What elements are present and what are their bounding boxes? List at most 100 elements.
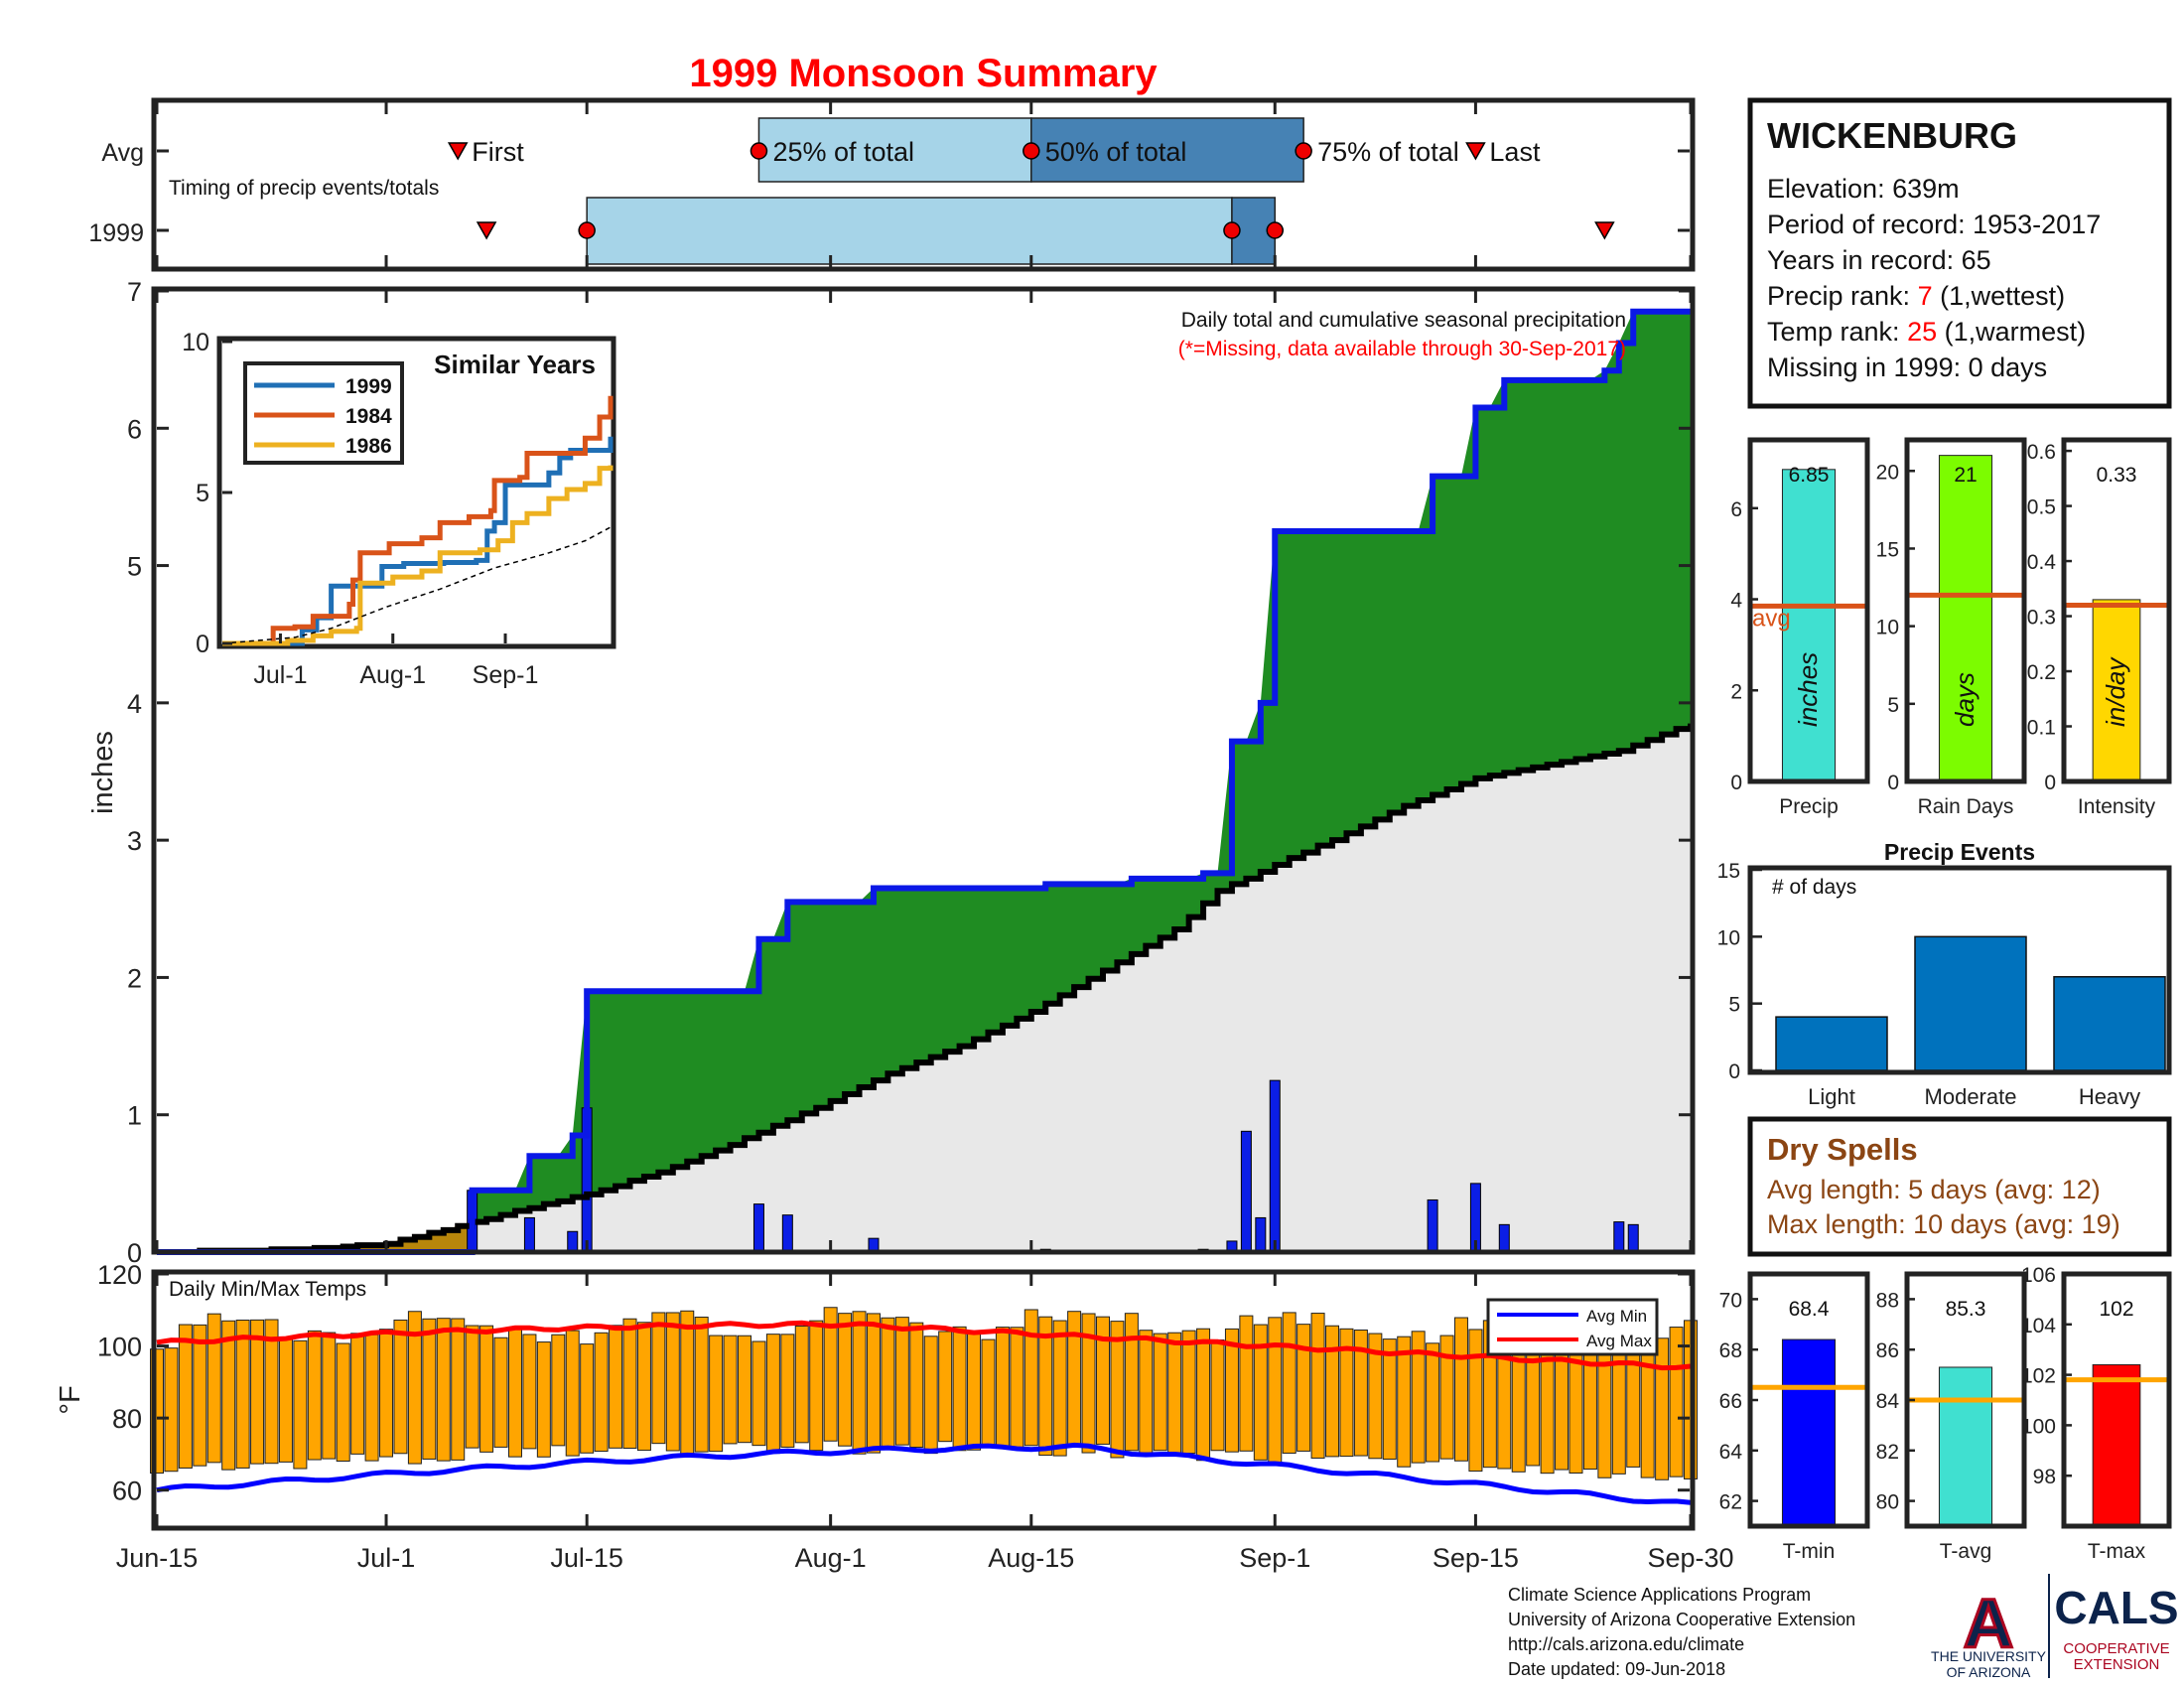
station-line: Precip rank: 7 (1,wettest) — [1767, 281, 2065, 311]
summary-ytick-label: 98 — [2033, 1466, 2056, 1488]
summary-ytick-label: 0.4 — [2027, 551, 2057, 574]
summary-ytick-label: 2 — [1730, 680, 1742, 703]
above-average-fill — [472, 311, 1691, 1222]
year-timing-25-50 — [586, 197, 1233, 265]
date-x-axis: Jun-15 Jul-1 Jul-15 Aug-1 Aug-15 Sep-1 Sep-15 S… — [116, 102, 1734, 1573]
label-last: Last — [1489, 137, 1541, 167]
daily-temp-bar — [1124, 1313, 1139, 1452]
year-p75-marker — [1266, 221, 1285, 239]
daily-temp-bar — [565, 1330, 580, 1457]
daily-temp-bar — [250, 1319, 265, 1465]
year-first-marker — [476, 221, 497, 240]
daily-temp-bar — [1582, 1351, 1597, 1471]
daily-temp-bar — [235, 1320, 250, 1469]
xtick-label: Aug-1 — [795, 1543, 867, 1573]
daily-temp-bar — [952, 1326, 967, 1452]
daily-temp-bar — [1167, 1332, 1182, 1454]
ua-logo-line1: THE UNIVERSITY — [1931, 1648, 2047, 1664]
daily-temp-bar — [465, 1325, 479, 1449]
similar-year-line-1984 — [222, 395, 614, 646]
daily-precip-bar — [567, 1230, 579, 1253]
daily-temp-bar — [609, 1325, 623, 1449]
daily-temp-bar — [594, 1332, 609, 1453]
summary-ytick-label: 86 — [1876, 1339, 1899, 1362]
daily-temp-bar — [881, 1317, 895, 1448]
daily-temp-bar — [193, 1324, 207, 1467]
daily-temp-bar — [709, 1335, 724, 1453]
summary-value-label: 102 — [2099, 1298, 2133, 1321]
inset-title: Similar Years — [434, 350, 596, 379]
summary-xlabel: Rain Days — [1918, 795, 2014, 818]
daily-temp-bar — [1153, 1333, 1167, 1452]
events-bar-heavy — [2053, 975, 2166, 1071]
summary-ytick-label: 6 — [1730, 498, 1742, 521]
summary-ytick-label: 106 — [2021, 1264, 2056, 1287]
temps-plot-frame — [151, 1269, 1696, 1531]
summary-value-label: 85.3 — [1946, 1298, 1986, 1321]
dry-spells-max: Max length: 10 days (avg: 19) — [1767, 1209, 2120, 1239]
avg-timing-25-50 — [757, 117, 1032, 183]
daily-temp-bar — [938, 1331, 953, 1443]
inset-ytick-label: 10 — [182, 329, 209, 356]
daily-temp-bar — [1067, 1311, 1082, 1446]
daily-temp-bar — [923, 1336, 938, 1455]
summary-ytick-label: 62 — [1719, 1491, 1742, 1514]
events-plot-frame — [1747, 865, 2172, 1075]
dry-spells-avg: Avg length: 5 days (avg: 12) — [1767, 1175, 2101, 1204]
temp-summary-panels: 62 64 66 68 70 68.4 T-min 80 82 84 86 88 85.3 T-avg 98… — [1719, 1264, 2172, 1563]
summary-ytick-label: 0 — [2044, 772, 2056, 794]
main-ytick-label: 6 — [127, 414, 142, 444]
daily-temp-bar — [407, 1311, 422, 1465]
daily-temp-bar — [522, 1334, 537, 1450]
temps-legend: Avg Min Avg Max — [1486, 1298, 1659, 1356]
daily-temp-bar — [1411, 1331, 1426, 1464]
footer-line-4: Date updated: 09-Jun-2018 — [1508, 1659, 1725, 1679]
daily-temp-bar — [665, 1312, 680, 1452]
summary-ytick-label: 102 — [2021, 1365, 2056, 1388]
station-line: Years in record: 65 — [1767, 245, 1991, 275]
daily-temp-bar — [178, 1324, 193, 1469]
timing-row-avg: Avg — [101, 139, 144, 167]
events-xlabel: Light — [1808, 1084, 1855, 1109]
daily-precip-bar — [1240, 1130, 1252, 1253]
daily-temp-bar — [278, 1336, 293, 1463]
temp-ytick-label: 60 — [112, 1477, 142, 1506]
daily-precip-bar — [523, 1216, 535, 1253]
events-ytick-label: 0 — [1728, 1060, 1740, 1083]
inset-content: 0 5 10 Jul-1 Aug-1 Sep-1 — [182, 329, 614, 689]
daily-temp-bar — [1110, 1321, 1125, 1459]
daily-temp-bar — [1310, 1313, 1325, 1459]
events-xlabel: Moderate — [1925, 1084, 2017, 1109]
inset-legend-label: 1984 — [345, 405, 392, 428]
daily-temp-bar — [1239, 1315, 1254, 1452]
temps-legend-frame — [1486, 1298, 1659, 1356]
daily-temp-bar — [493, 1336, 508, 1448]
summary-ytick-label: 4 — [1730, 590, 1742, 613]
main-ytick-label: 2 — [127, 963, 142, 993]
daily-temp-bar — [422, 1318, 437, 1460]
inset-xtick-label: Aug-1 — [359, 661, 426, 689]
xtick-label: Jul-1 — [357, 1543, 416, 1573]
timing-label: Timing of precip events/totals — [169, 177, 439, 200]
temp-ytick-label: 80 — [112, 1404, 142, 1434]
figure-title: 1999 Monsoon Summary — [689, 52, 1158, 95]
summary-unit-label: in/day — [2101, 656, 2130, 727]
summary-ytick-label: 0.1 — [2027, 717, 2056, 740]
cumulative-avg-fill — [157, 723, 1691, 1252]
station-line-value: 25 — [1907, 317, 1937, 347]
daily-temp-bar — [1325, 1325, 1340, 1458]
avg-p50-marker — [1023, 142, 1040, 160]
summary-xlabel: Intensity — [2078, 795, 2156, 818]
daily-temp-bar — [1397, 1336, 1412, 1468]
daily-precip-bar — [1498, 1223, 1510, 1253]
summary-ytick-label: 10 — [1876, 617, 1899, 639]
summary-plot-frame — [1904, 437, 2027, 784]
summary-bar-t-avg — [1938, 1366, 1993, 1527]
year-p50-marker — [1223, 221, 1241, 239]
daily-temp-bar — [894, 1317, 909, 1446]
daily-precip-bar — [1427, 1198, 1438, 1253]
daily-temp-bar — [995, 1327, 1010, 1448]
summary-plot-frame — [2061, 437, 2172, 784]
daily-temp-bar — [636, 1322, 651, 1452]
summary-bar-t-max — [2092, 1363, 2141, 1527]
